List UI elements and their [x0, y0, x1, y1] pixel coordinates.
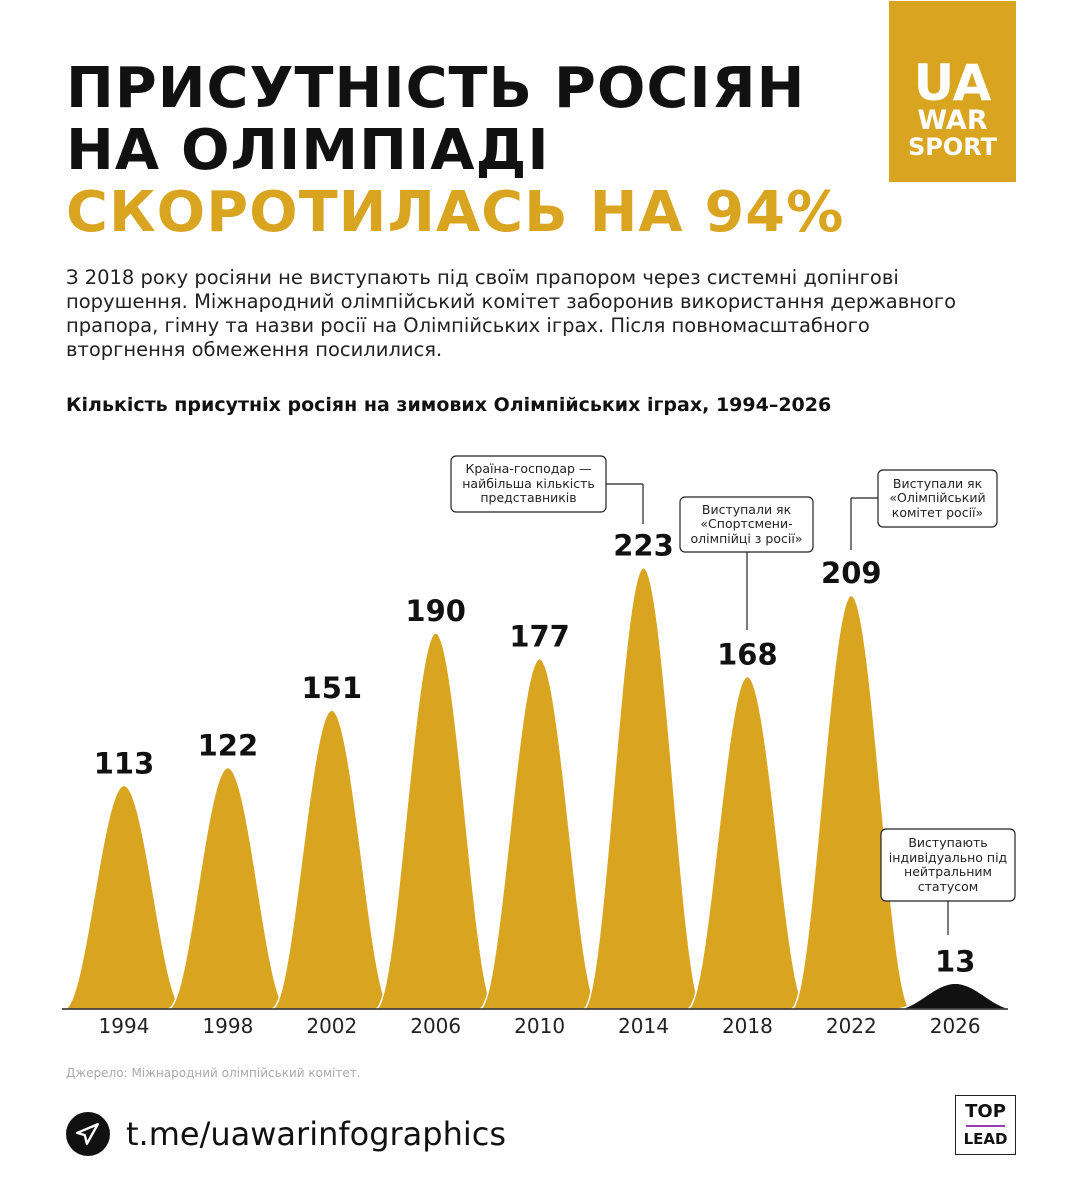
- top-lead-logo: TOP LEAD: [955, 1095, 1016, 1155]
- partner-bottom: LEAD: [963, 1130, 1008, 1148]
- x-tick-label: 2022: [826, 1014, 877, 1038]
- x-tick-label: 2002: [306, 1014, 357, 1038]
- annotation-text: Країна-господар — найбільша кількість пр…: [462, 461, 595, 506]
- x-tick-label: 2026: [930, 1014, 981, 1038]
- logo-line-1: UA: [913, 54, 992, 112]
- bar-2026: [895, 982, 1016, 1010]
- bar-2002: [271, 709, 393, 1010]
- bar-2014: [580, 566, 707, 1010]
- source-note: Джерело: Міжнародний олімпійський коміте…: [66, 1066, 361, 1080]
- x-tick-label: 2010: [514, 1014, 565, 1038]
- bar-2010: [479, 657, 600, 1010]
- annotation-box: [450, 455, 607, 513]
- value-label: 190: [405, 594, 466, 628]
- x-tick-label: 1998: [202, 1014, 253, 1038]
- bar-1998: [167, 766, 289, 1010]
- annotation-2018: Виступали як «Спортсмени-олімпійці з рос…: [690, 501, 803, 546]
- partner-divider: [966, 1125, 1005, 1127]
- bar-2018: [687, 675, 808, 1010]
- logo-line-2: WAR: [917, 105, 988, 136]
- headline-line-1: ПРИСУТНІСТЬ РОСІЯН: [66, 56, 806, 121]
- partner-top: TOP: [965, 1101, 1006, 1122]
- value-label: 122: [198, 728, 259, 762]
- bar-1994: [63, 784, 185, 1010]
- value-label: 168: [717, 637, 778, 671]
- value-label: 177: [509, 620, 570, 654]
- bar-2006: [375, 631, 497, 1010]
- annotation-box: [679, 496, 814, 553]
- telegram-icon: [66, 1112, 110, 1156]
- annotation-text: Виступають індивідуально під нейтральним…: [888, 835, 1008, 894]
- x-tick-label: 2018: [722, 1014, 773, 1038]
- annotation-2014: Країна-господар — найбільша кількість пр…: [462, 461, 595, 506]
- annotation-text: Виступали як «Олімпійський комітет росії…: [889, 475, 986, 520]
- value-label: 209: [821, 556, 882, 590]
- chart: 113 1994 122 1998 151 2002 190 2006 177 2010 223 20…: [62, 455, 1016, 1038]
- annotation-2026: Виступають індивідуально під нейтральним…: [888, 835, 1008, 894]
- x-tick-label: 2014: [618, 1014, 669, 1038]
- value-label: 223: [613, 528, 674, 562]
- telegram-url[interactable]: t.me/uawarinfographics: [126, 1115, 507, 1153]
- headline-line-2: НА ОЛІМПІАДІ: [66, 118, 550, 183]
- annotation-2022: Виступали як «Олімпійський комітет росії…: [889, 475, 986, 520]
- value-label: 113: [94, 746, 155, 780]
- logo-line-3: SPORT: [907, 133, 998, 161]
- chart-title: Кількість присутніх росіян на зимових Ол…: [66, 394, 832, 416]
- value-label: 151: [302, 671, 363, 705]
- value-label: 13: [935, 944, 975, 978]
- telegram-link[interactable]: t.me/uawarinfographics: [66, 1112, 506, 1156]
- intro-text: З 2018 року росіяни не виступають під св…: [66, 266, 957, 361]
- bar-2022: [790, 594, 912, 1010]
- annotation-box: [880, 828, 1016, 902]
- headline: ПРИСУТНІСТЬ РОСІЯН НА ОЛІМПІАДІ СКОРОТИЛ…: [66, 58, 843, 244]
- x-tick-label: 1994: [99, 1014, 150, 1038]
- headline-line-3: СКОРОТИЛАСЬ НА 94%: [66, 180, 845, 245]
- ua-war-sport-logo: UA WAR SPORT: [889, 1, 1016, 182]
- annotation-text: Виступали як «Спортсмени-олімпійці з рос…: [690, 501, 803, 546]
- annotation-box: [877, 469, 998, 528]
- x-tick-label: 2006: [410, 1014, 461, 1038]
